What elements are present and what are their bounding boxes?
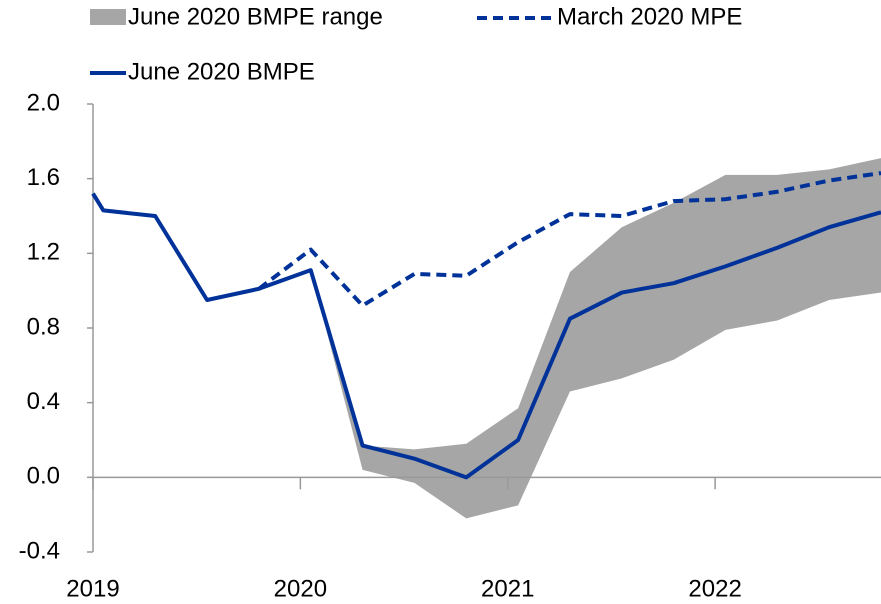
- legend-label: March 2020 MPE: [557, 3, 742, 30]
- y-tick-label: 1.2: [27, 239, 60, 266]
- y-tick-label: 2.0: [27, 89, 60, 116]
- series-line: [91, 192, 881, 480]
- legend-label: June 2020 BMPE: [128, 58, 315, 85]
- y-tick-label: 1.6: [27, 164, 60, 191]
- series-line: [257, 171, 881, 308]
- x-tick-label: 2021: [481, 575, 534, 602]
- x-tick-label: 2020: [274, 575, 327, 602]
- y-tick-label: 0.8: [27, 313, 60, 340]
- x-tick-label: 2019: [66, 575, 119, 602]
- y-tick-label: 0.0: [27, 463, 60, 490]
- range-area: [310, 158, 881, 519]
- x-tick-label: 2022: [688, 575, 741, 602]
- y-tick-label: -0.4: [19, 537, 60, 564]
- y-tick-label: 0.4: [27, 388, 60, 415]
- legend-label: June 2020 BMPE range: [128, 3, 383, 30]
- legend-swatch: [90, 9, 126, 25]
